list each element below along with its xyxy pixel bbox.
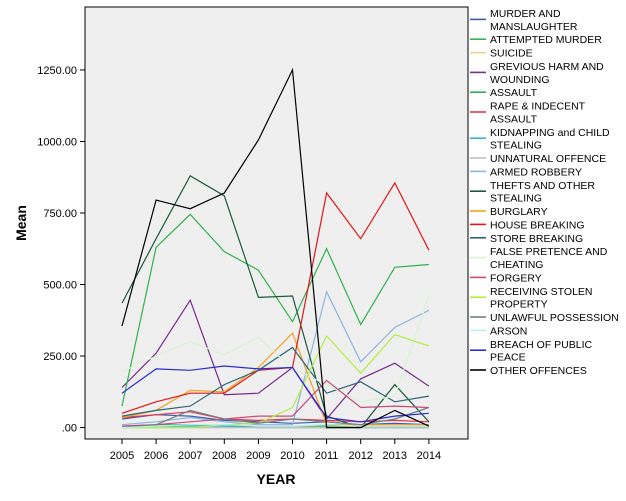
- legend-label: KIDNAPPING and CHILD STEALING: [490, 127, 610, 152]
- x-tick-label: 2011: [315, 450, 339, 462]
- legend-item: SUICIDE: [470, 48, 533, 60]
- legend-item: UNLAWFUL POSSESSION: [470, 312, 619, 324]
- series-line: [122, 333, 430, 429]
- legend-item: RAPE & INDECENT ASSAULT: [470, 101, 586, 126]
- legend-item: ARMED ROBBERY: [470, 166, 582, 178]
- legend-label: MURDER AND MANSLAUGHTER: [490, 8, 578, 33]
- series-line: [121, 181, 430, 414]
- legend-label: ARMED ROBBERY: [490, 166, 582, 178]
- legend-item: KIDNAPPING and CHILD STEALING: [470, 127, 610, 152]
- legend-item: STORE BREAKING: [470, 233, 583, 245]
- legend-label: THEFTS AND OTHER STEALING: [490, 180, 595, 205]
- legend-label: ASSAULT: [490, 87, 538, 99]
- legend-label: OTHER OFFENCES: [490, 365, 587, 377]
- legend-item: RECEIVING STOLEN PROPERTY: [470, 286, 593, 311]
- legend-label: BREACH OF PUBLIC PEACE: [490, 339, 593, 364]
- series-line: [121, 406, 430, 429]
- x-tick-label: 2005: [110, 450, 134, 462]
- y-tick-label: 1250.00: [37, 65, 77, 77]
- legend-item: ASSAULT: [470, 87, 538, 99]
- y-tick-label: .00: [62, 423, 77, 435]
- legend-label: ARSON: [490, 325, 527, 337]
- legend-item: MURDER AND MANSLAUGHTER: [470, 8, 578, 33]
- x-tick-label: 2008: [212, 450, 236, 462]
- series-line: [121, 295, 430, 403]
- series-line: [121, 67, 430, 429]
- legend-label: BURGLARY: [490, 206, 548, 218]
- legend-item: FALSE PRETENCE AND CHEATING: [470, 246, 608, 271]
- legend-label: HOUSE BREAKING: [490, 219, 585, 231]
- y-tick-label: 750.00: [43, 208, 77, 220]
- legend-label: SUICIDE: [490, 48, 533, 60]
- x-axis: 2005 2006 2007 2008 2009 2010 2011 2012 2013 2014: [110, 439, 441, 462]
- x-tick-label: 2010: [280, 450, 304, 462]
- legend-item: ATTEMPTED MURDER: [470, 34, 602, 46]
- legend-item: THEFTS AND OTHER STEALING: [470, 180, 595, 205]
- legend-label: STORE BREAKING: [490, 233, 583, 245]
- x-tick-label: 2006: [144, 450, 168, 462]
- y-tick-label: 1000.00: [37, 136, 77, 148]
- y-axis: .00 250.00 500.00 750.00 1000.00 1250.00: [37, 65, 85, 435]
- legend-item: GREVIOUS HARM AND WOUNDING: [470, 61, 604, 86]
- x-tick-label: 2013: [383, 450, 407, 462]
- legend-item: BURGLARY: [470, 206, 548, 218]
- series-line: [121, 298, 430, 420]
- series-line: [121, 379, 429, 427]
- legend-label: ATTEMPTED MURDER: [490, 34, 602, 46]
- series-line: [121, 332, 429, 426]
- legend-item: OTHER OFFENCES: [470, 365, 587, 377]
- x-tick-label: 2007: [178, 450, 202, 462]
- series-line: [121, 213, 429, 407]
- legend-item: UNNATURAL OFFENCE: [470, 153, 606, 165]
- series-line: [121, 346, 429, 417]
- legend-item: BREACH OF PUBLIC PEACE: [470, 339, 593, 364]
- series-line: [121, 174, 430, 429]
- x-axis-title: YEAR: [257, 471, 296, 487]
- series-line: [121, 411, 429, 423]
- legend-item: FORGERY: [470, 272, 542, 284]
- legend-label: FALSE PRETENCE AND CHEATING: [490, 246, 608, 271]
- legend-label: RAPE & INDECENT ASSAULT: [490, 101, 586, 126]
- x-tick-label: 2014: [417, 450, 441, 462]
- y-tick-label: 500.00: [43, 280, 77, 292]
- series-line: [121, 424, 429, 429]
- y-axis-title: Mean: [13, 205, 29, 241]
- legend-label: UNNATURAL OFFENCE: [490, 153, 606, 165]
- legend-label: UNLAWFUL POSSESSION: [490, 312, 619, 324]
- legend-item: HOUSE BREAKING: [470, 219, 585, 231]
- series-line: [121, 289, 430, 426]
- legend-item: ARSON: [470, 325, 527, 337]
- x-tick-label: 2012: [348, 450, 372, 462]
- y-tick-label: 250.00: [43, 351, 77, 363]
- x-tick-label: 2009: [246, 450, 270, 462]
- legend-label: RECEIVING STOLEN PROPERTY: [490, 286, 593, 311]
- legend-label: GREVIOUS HARM AND WOUNDING: [490, 61, 604, 86]
- series-layer: [121, 67, 430, 429]
- legend-label: FORGERY: [490, 272, 542, 284]
- series-line: [121, 414, 429, 426]
